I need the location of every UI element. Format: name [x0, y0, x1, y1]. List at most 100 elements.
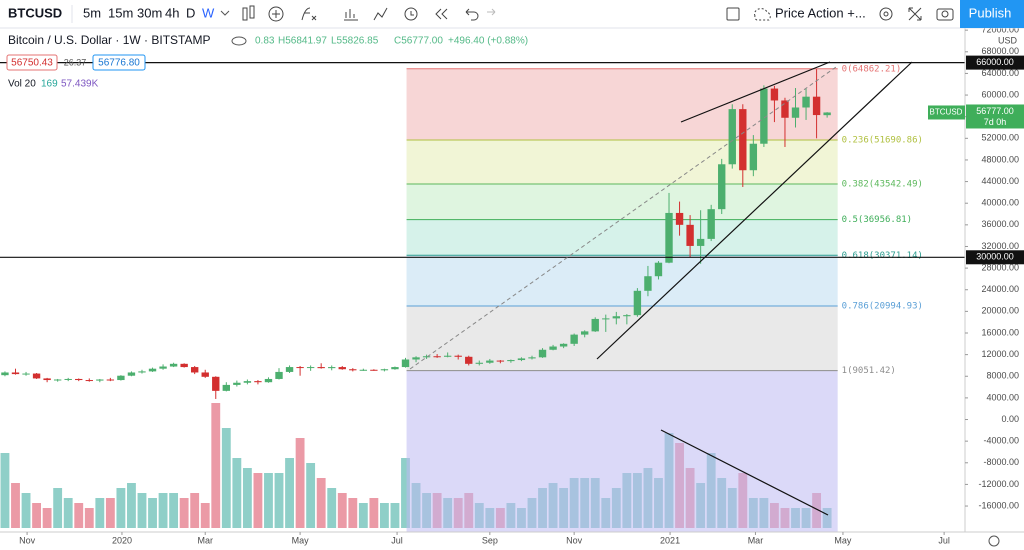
publish-button[interactable]	[960, 0, 1024, 28]
y-tick-label: 48000.00	[981, 154, 1019, 164]
candle-body	[349, 369, 357, 371]
candle-body	[602, 318, 610, 320]
time-axis[interactable]	[0, 532, 1024, 550]
last-price-label: 56777.00	[976, 106, 1014, 116]
fib-label: 0.786(20994.93)	[842, 301, 923, 311]
candle-body	[317, 367, 325, 369]
volume-bar	[42, 508, 52, 528]
symbol-tag	[928, 105, 965, 120]
candle-body	[117, 375, 125, 381]
ohlc: H56841.97	[278, 36, 327, 47]
candle-body	[802, 96, 810, 108]
y-tick-label: 0.00	[1001, 414, 1019, 424]
candle-body	[686, 224, 694, 246]
volume-bar	[358, 503, 368, 528]
y-tick-label: 60000.00	[981, 89, 1019, 99]
y-tick-label: -16000.00	[978, 500, 1019, 510]
volume-bar	[295, 438, 305, 528]
interval-active[interactable]: W	[202, 5, 215, 20]
fib-band	[406, 255, 838, 306]
candle-body	[254, 381, 262, 383]
candle-body	[53, 379, 62, 381]
fib-trend[interactable]	[409, 66, 837, 370]
candle-body	[233, 382, 241, 385]
y-tick-label: 32000.00	[981, 241, 1019, 251]
volume-bar	[264, 473, 273, 528]
volume-bar	[84, 508, 94, 528]
toolbar	[0, 0, 1024, 28]
candle-body	[696, 238, 705, 246]
y-tick-label: 16000.00	[981, 327, 1019, 337]
fib-label: 0.382(43542.49)	[842, 180, 923, 190]
candle-body	[454, 355, 462, 357]
volume-bar	[316, 478, 326, 528]
eye-icon[interactable]	[231, 36, 247, 46]
volume-bar	[348, 498, 358, 528]
y-tick-label: -12000.00	[978, 479, 1019, 489]
fib-band	[406, 139, 838, 185]
candle-body	[422, 356, 431, 358]
x-tick-label: Sep	[482, 535, 498, 545]
volume-legend: 57.439K	[61, 79, 99, 90]
candle-body	[823, 112, 831, 116]
candle-body	[106, 379, 115, 381]
candle-body	[549, 346, 557, 350]
fib-label: 1(9051.42)	[842, 366, 896, 376]
symbol-title: Bitcoin / U.S. Dollar · 1W · BITSTAMP	[8, 33, 210, 47]
y-tick-label: 40000.00	[981, 198, 1019, 208]
dropdown-icon[interactable]	[220, 10, 230, 16]
candle-body	[169, 363, 178, 367]
volume-bar	[105, 498, 115, 528]
candle-body	[760, 88, 768, 144]
interval[interactable]: 5m	[83, 5, 101, 20]
candle-body	[212, 376, 220, 391]
x-tick-label: May	[834, 535, 852, 545]
candle-body	[380, 369, 389, 371]
trend-line[interactable]	[680, 61, 831, 123]
fib-label: 0.618(30371.14)	[842, 251, 923, 261]
candle-body	[201, 372, 209, 377]
volume-bar	[32, 503, 42, 528]
volume-bar	[232, 458, 242, 528]
sell-price[interactable]: 56750.43	[11, 58, 53, 69]
volume-bar	[285, 458, 294, 528]
candle-body	[486, 360, 494, 363]
fib-band	[406, 305, 838, 371]
layout-name[interactable]: Price Action +...	[775, 5, 866, 20]
volume-legend: Vol 20	[8, 79, 36, 90]
settings-icon[interactable]	[988, 535, 1000, 547]
candle-body	[654, 262, 663, 277]
symbol[interactable]: BTCUSD	[8, 5, 62, 20]
interval[interactable]: D	[186, 5, 195, 20]
candle-body	[517, 358, 526, 361]
candle-body	[159, 366, 167, 369]
volume-bar	[221, 428, 231, 528]
candle-body	[433, 356, 441, 358]
y-tick-label: 64000.00	[981, 68, 1019, 78]
sell-box[interactable]	[6, 54, 58, 71]
fib-label: 0(64862.21)	[842, 64, 902, 74]
volume-bar	[21, 493, 31, 528]
volume-bar	[211, 403, 221, 528]
volume-bar	[179, 498, 189, 528]
trend-line[interactable]	[596, 61, 913, 360]
candle-body	[739, 109, 747, 171]
publish-label[interactable]: Publish	[969, 5, 1012, 20]
buy-box[interactable]	[92, 54, 146, 71]
candle-body	[275, 371, 283, 379]
candle-body	[43, 378, 51, 381]
interval[interactable]: 15m	[108, 5, 133, 20]
candle-body	[718, 164, 726, 210]
interval[interactable]: 30m	[137, 5, 162, 20]
volume-bar	[158, 493, 168, 528]
trend-line[interactable]	[660, 429, 829, 516]
buy-price[interactable]: 56776.80	[98, 58, 140, 69]
symbol-tag-label: BTCUSD	[930, 108, 963, 117]
candle-body	[412, 357, 420, 360]
x-tick-label: Jul	[938, 535, 950, 545]
candle-body	[538, 349, 547, 358]
volume-bar	[63, 498, 73, 528]
interval[interactable]: 4h	[165, 5, 179, 20]
toolbar-icons[interactable]	[242, 5, 954, 22]
fib-label: 0.236(51690.86)	[842, 135, 923, 145]
